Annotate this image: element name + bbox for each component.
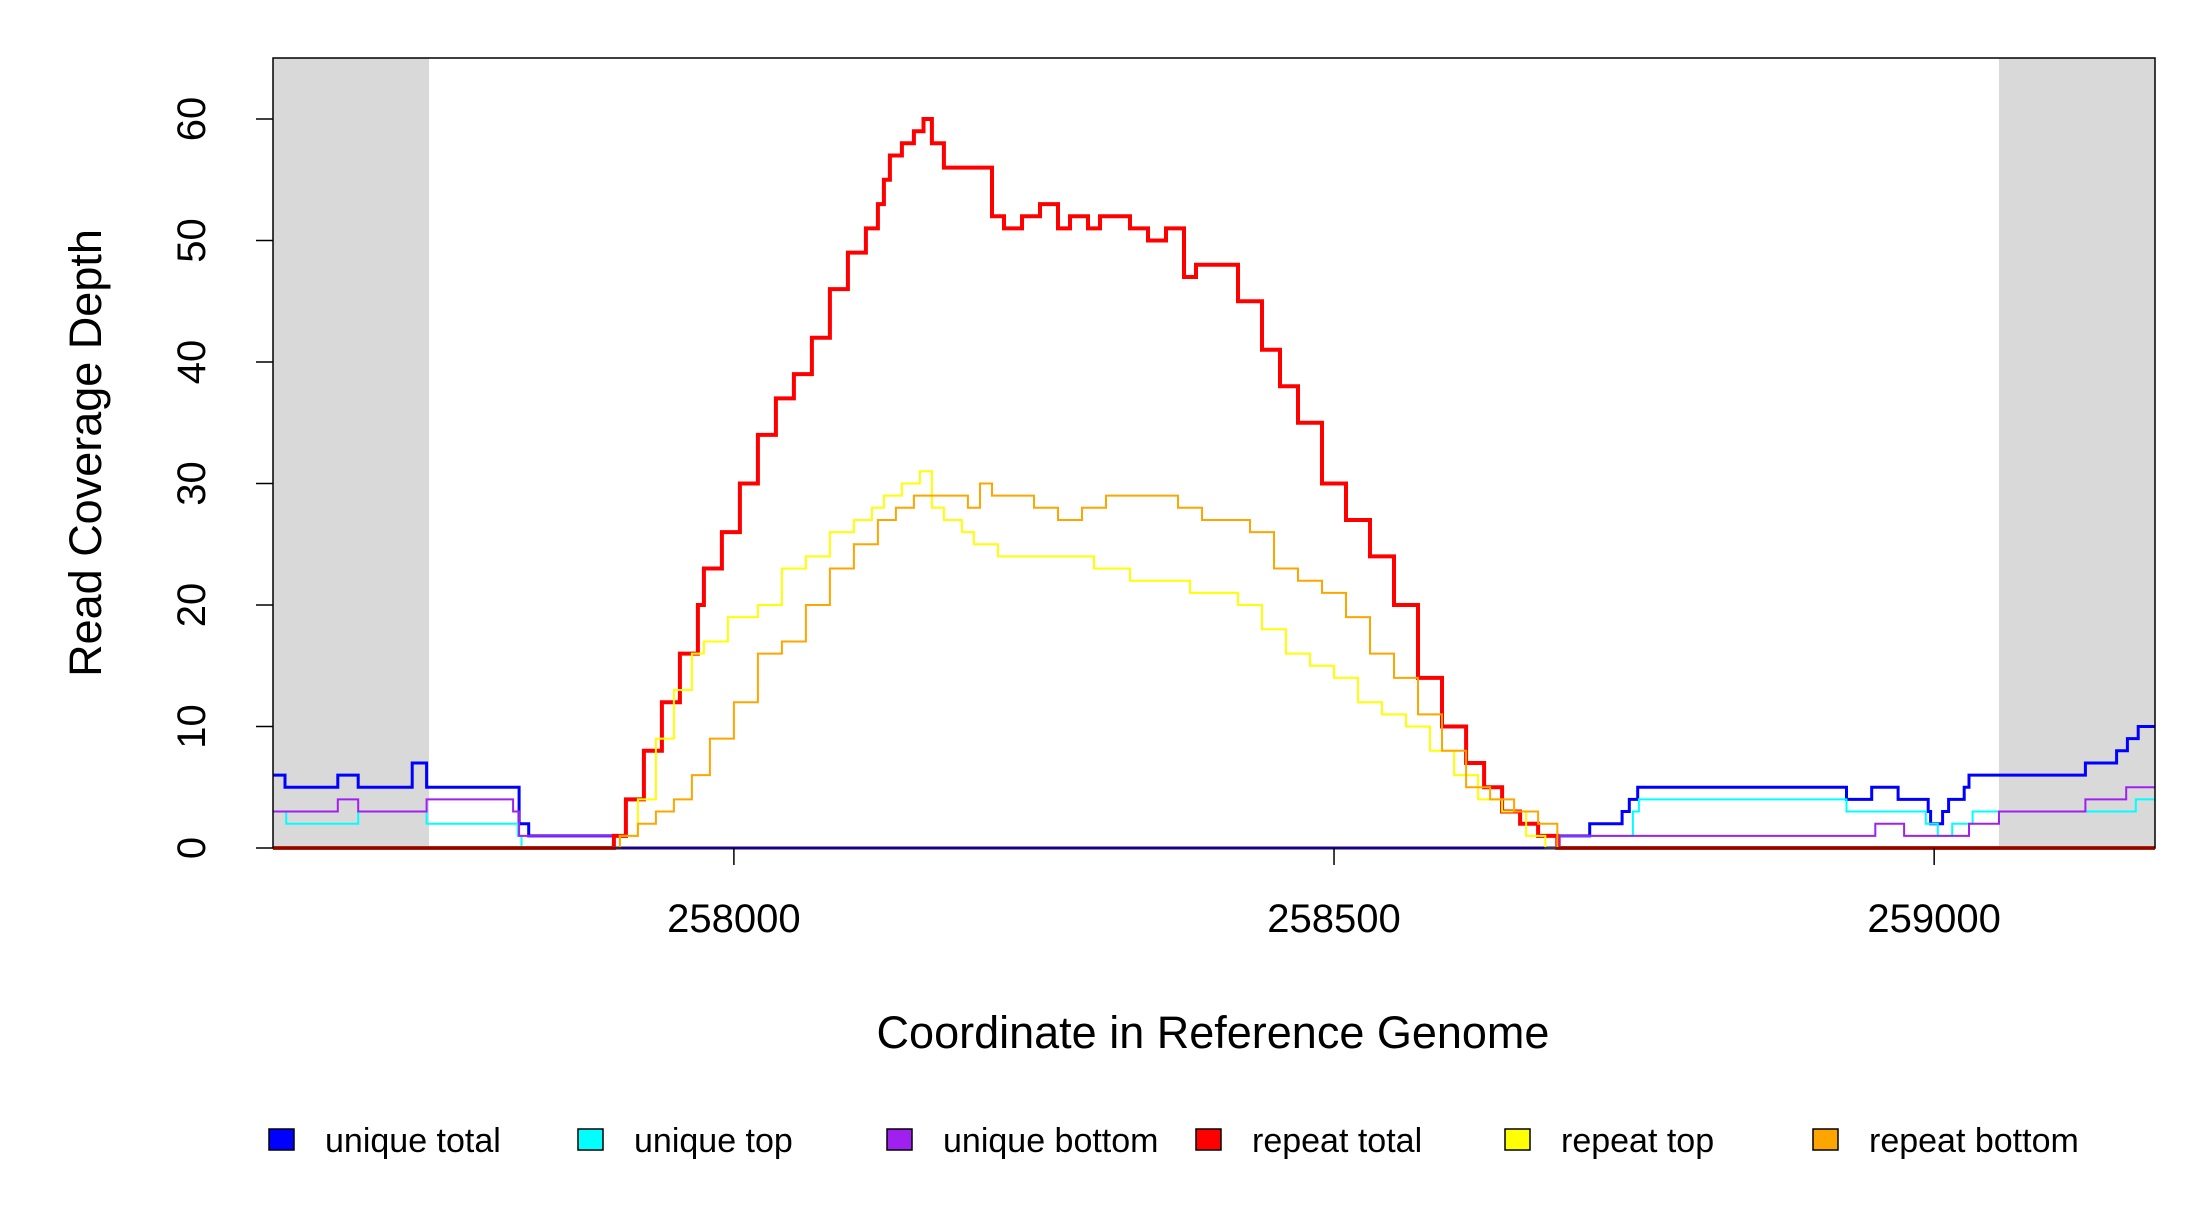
legend-swatch-repeat-top	[1504, 1128, 1531, 1151]
legend-swatch-unique-top	[577, 1128, 604, 1151]
x-axis: 258000 258500 259000	[667, 848, 2001, 941]
legend: unique total unique top unique bottom repea…	[268, 1122, 2079, 1160]
legend-label-unique-total: unique total	[325, 1122, 501, 1160]
series-line-unique-top	[273, 798, 2155, 849]
plot-frame	[272, 57, 2156, 849]
legend-swatch-repeat-bottom	[1812, 1128, 1839, 1151]
legend-label-repeat-top: repeat top	[1561, 1122, 1714, 1160]
series-line-repeat-top	[273, 470, 2155, 849]
series-line-repeat-bottom	[273, 482, 2155, 849]
shaded-region-1	[273, 58, 430, 848]
series-line-repeat-total	[273, 117, 2155, 850]
y-tick-label: 0	[170, 837, 214, 859]
legend-label-unique-top: unique top	[634, 1122, 793, 1160]
y-tick-label: 40	[170, 340, 214, 385]
legend-label-repeat-total: repeat total	[1252, 1122, 1422, 1160]
legend-label-unique-bottom: unique bottom	[943, 1122, 1159, 1160]
y-axis: 0 10 20 30 40 50 60	[170, 97, 273, 859]
shaded-regions	[273, 58, 2155, 848]
legend-swatch-repeat-total	[1195, 1128, 1222, 1151]
y-tick-label: 60	[170, 97, 214, 142]
x-tick-label: 258500	[1267, 897, 1400, 941]
x-tick-label: 258000	[667, 897, 800, 941]
y-axis-title: Read Coverage Depth	[60, 229, 111, 677]
x-tick-label: 259000	[1867, 897, 2000, 941]
series-lines	[273, 117, 2155, 850]
series-line-unique-total	[273, 725, 2155, 850]
y-tick-label: 10	[170, 704, 214, 749]
legend-label-repeat-bottom: repeat bottom	[1869, 1122, 2079, 1160]
x-axis-title: Coordinate in Reference Genome	[877, 1007, 1550, 1058]
legend-swatch-unique-total	[268, 1128, 295, 1151]
legend-swatch-unique-bottom	[886, 1128, 913, 1151]
shaded-region-2	[1998, 58, 2155, 848]
plot-border	[272, 57, 2156, 849]
series-line-unique-bottom	[273, 786, 2155, 849]
y-tick-label: 20	[170, 583, 214, 628]
y-tick-label: 30	[170, 461, 214, 506]
y-tick-label: 50	[170, 218, 214, 263]
